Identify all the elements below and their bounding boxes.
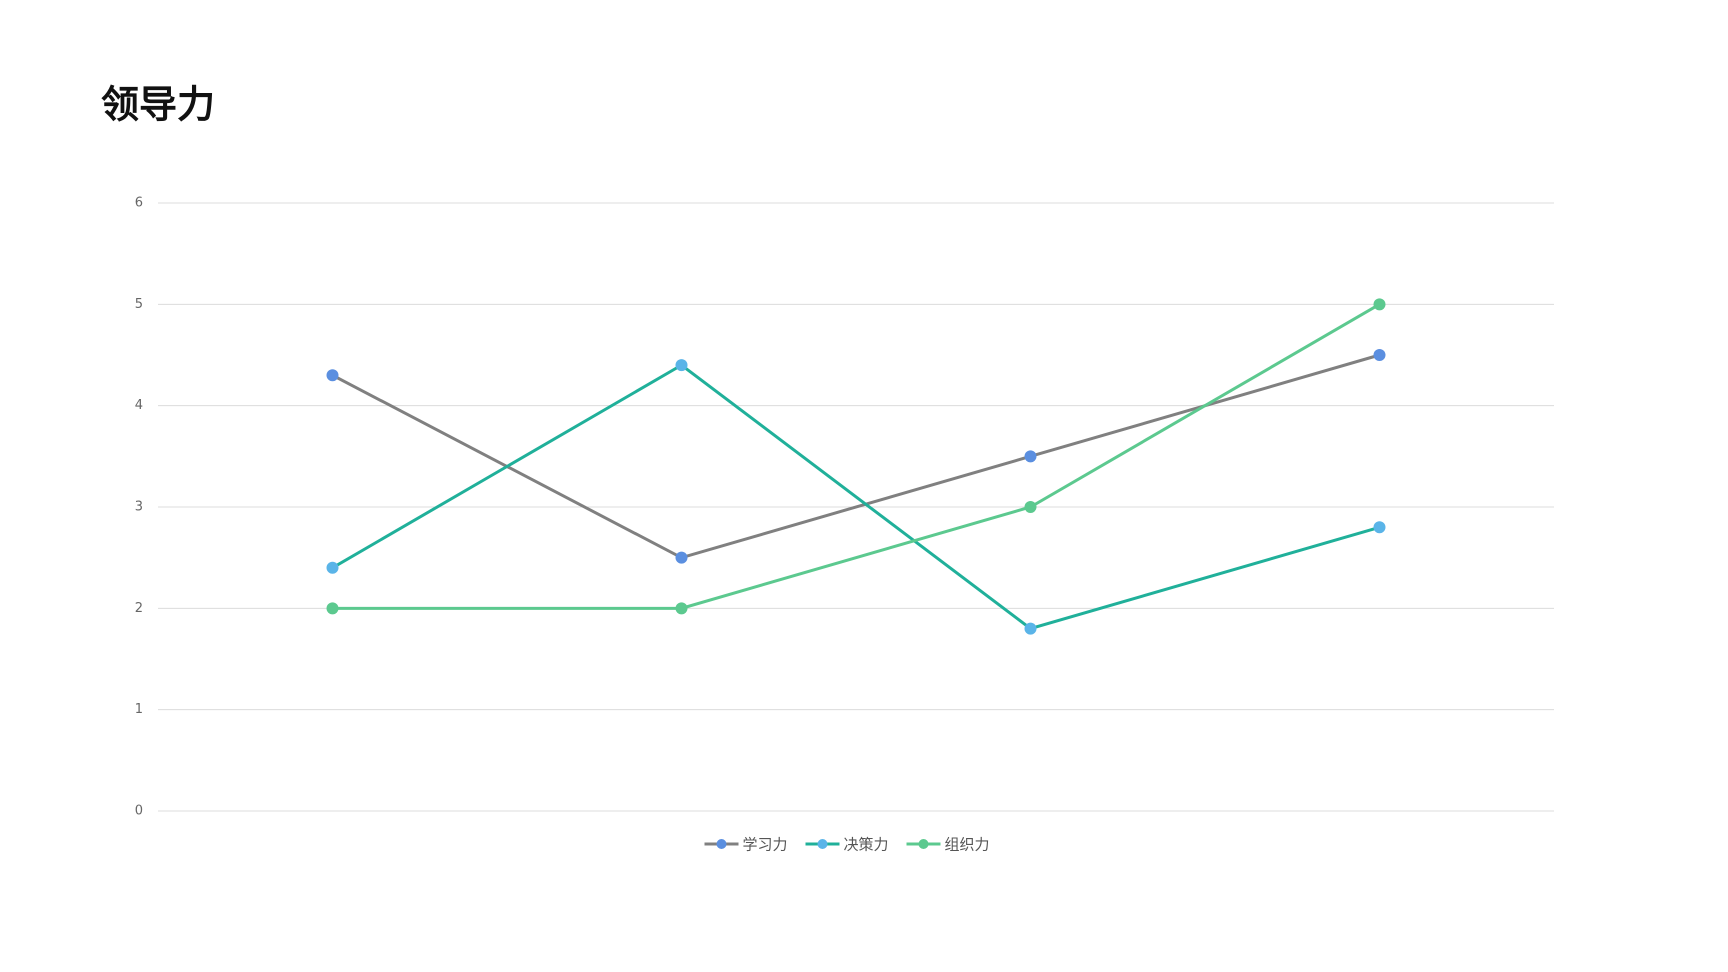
data-point <box>675 602 688 615</box>
data-point <box>1373 521 1386 534</box>
legend-label: 决策力 <box>844 836 889 854</box>
y-tick-label: 4 <box>135 398 143 413</box>
legend-marker <box>716 839 727 849</box>
y-tick-label: 5 <box>135 297 143 312</box>
series-line <box>332 303 1381 610</box>
data-point <box>1024 450 1037 463</box>
y-tick-label: 2 <box>135 601 143 616</box>
y-tick-label: 3 <box>135 500 143 515</box>
y-tick-label: 1 <box>135 702 143 717</box>
legend-marker <box>817 839 828 849</box>
data-point <box>326 602 339 615</box>
data-point <box>675 359 688 372</box>
legend-marker <box>918 839 929 849</box>
data-point <box>1024 501 1037 513</box>
y-tick-label: 6 <box>135 196 143 211</box>
y-tick-label: 0 <box>135 804 143 819</box>
legend-label: 组织力 <box>945 836 990 854</box>
data-point <box>1024 622 1037 635</box>
series-line <box>331 363 1380 631</box>
series-line <box>331 353 1380 560</box>
legend-label: 学习力 <box>743 836 788 854</box>
data-point <box>1373 349 1386 361</box>
data-point <box>1373 298 1386 311</box>
data-point <box>326 561 339 574</box>
data-point <box>326 369 339 382</box>
chart-title: 领导力 <box>101 83 215 127</box>
data-point <box>675 551 688 564</box>
